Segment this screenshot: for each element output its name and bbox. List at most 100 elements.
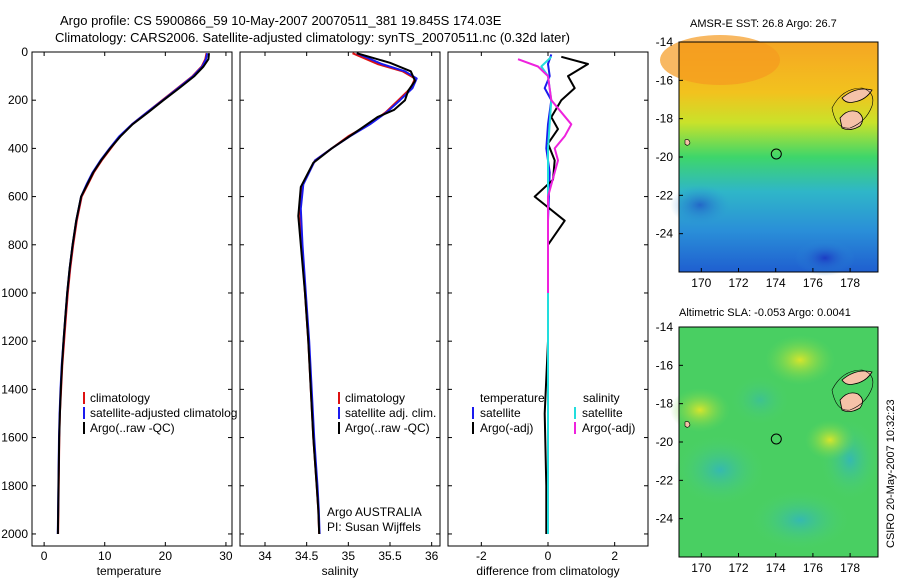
xtick-label-2-1: 0 bbox=[545, 549, 552, 563]
map-xtick-label-0-2: 174 bbox=[766, 276, 786, 290]
ytick-label-5: 1000 bbox=[1, 286, 28, 300]
series-line-2-2 bbox=[540, 56, 553, 534]
map-ytick-label-0-5: -24 bbox=[656, 227, 674, 241]
sal-legend-argo: Argo(..raw -QC) bbox=[345, 421, 430, 435]
ytick-label-2: 400 bbox=[8, 141, 28, 155]
map-ytick-label-1-4: -22 bbox=[656, 473, 674, 487]
ytick-label-8: 1600 bbox=[1, 431, 28, 445]
sla-argo-marker bbox=[770, 433, 782, 445]
sst-argo-marker bbox=[770, 148, 782, 160]
temperature-y-ticks: 0 200 400 600 800 1000 1200 1400 1600 1800 2000 bbox=[1, 45, 232, 541]
difference-y-ticks bbox=[448, 51, 648, 535]
xtick-label-1-1: 34.5 bbox=[295, 549, 319, 563]
ytick-label-9: 1800 bbox=[1, 479, 28, 493]
sst-cold-patch bbox=[795, 240, 855, 276]
map-ytick-label-0-1: -16 bbox=[656, 73, 674, 87]
sla-islands bbox=[684, 369, 874, 428]
diff-legend-temp-argo: Argo(-adj) bbox=[480, 421, 533, 435]
side-label: CSIRO 20-May-2007 10:32:23 bbox=[885, 399, 897, 548]
salinity-x-ticks: 34 34.5 35 35.5 36 bbox=[258, 52, 439, 563]
sla-map-ticks: 170 172 174 176 178 -14 -16 -18 -20 -22 -24 bbox=[656, 320, 861, 575]
xtick-label-1-4: 36 bbox=[425, 549, 439, 563]
sla-blob-2 bbox=[750, 490, 850, 550]
salinity-annotation-line2: PI: Susan Wijffels bbox=[327, 520, 421, 534]
sla-blob-1 bbox=[675, 435, 765, 505]
diff-legend-sal-argo: Argo(-adj) bbox=[582, 421, 635, 435]
ytick-label-7: 1400 bbox=[1, 382, 28, 396]
sal-legend-clim: climatology bbox=[345, 391, 405, 405]
ytick-label-0: 0 bbox=[21, 45, 28, 59]
ytick-label-10: 2000 bbox=[1, 527, 28, 541]
map-xtick-label-1-3: 176 bbox=[803, 561, 823, 575]
xtick-label-0-2: 20 bbox=[159, 549, 173, 563]
figure-title-line2: Climatology: CARS2006. Satellite-adjuste… bbox=[55, 30, 570, 45]
difference-x-ticks: -2 0 2 bbox=[476, 52, 618, 563]
map-xtick-label-1-1: 172 bbox=[728, 561, 748, 575]
temperature-panel: 0 200 400 600 800 1000 1200 1400 1600 1800 2000 0 1… bbox=[1, 45, 237, 578]
xtick-label-1-0: 34 bbox=[258, 549, 272, 563]
map-xtick-label-0-3: 176 bbox=[803, 276, 823, 290]
sst-warm-patch bbox=[660, 35, 780, 85]
temperature-series bbox=[56, 52, 210, 535]
map-ytick-label-0-2: -18 bbox=[656, 112, 674, 126]
difference-xlabel: difference from climatology bbox=[476, 564, 619, 578]
sla-reef-contour bbox=[831, 369, 874, 411]
map-xtick-label-1-0: 170 bbox=[691, 561, 711, 575]
ytick-label-4: 800 bbox=[8, 238, 28, 252]
sst-island-west bbox=[684, 139, 691, 146]
temp-legend-sat: satellite-adjusted climatolog bbox=[90, 406, 237, 420]
temperature-xlabel: temperature bbox=[97, 564, 162, 578]
salinity-panel: 34 34.5 35 35.5 36 salinity climatology sate… bbox=[239, 51, 441, 578]
difference-legend: temperature salinity satellite Argo(-adj… bbox=[472, 391, 635, 435]
sla-map-title: Altimetric SLA: -0.053 Argo: 0.0041 bbox=[679, 307, 851, 319]
difference-panel: -2 0 2 difference from climatology tempera… bbox=[447, 51, 649, 578]
map-xtick-label-0-4: 178 bbox=[840, 276, 860, 290]
temperature-x-ticks: 0 10 20 30 bbox=[41, 52, 233, 563]
sst-islands bbox=[684, 87, 874, 146]
diff-legend-temp-sat: satellite bbox=[480, 406, 521, 420]
sla-island-vanua-levu bbox=[841, 370, 873, 385]
ytick-label-1: 200 bbox=[8, 93, 28, 107]
salinity-xlabel: salinity bbox=[322, 564, 359, 578]
map-ytick-label-1-1: -16 bbox=[656, 358, 674, 372]
map-ytick-label-0-4: -22 bbox=[656, 188, 674, 202]
salinity-legend: climatology satellite adj. clim. Argo(..… bbox=[338, 391, 436, 435]
sst-map-panel: AMSR-E SST: 26.8 Argo: 26.7 170 172 174 176… bbox=[656, 18, 879, 290]
sal-legend-sat: satellite adj. clim. bbox=[345, 406, 436, 420]
ytick-label-3: 600 bbox=[8, 190, 28, 204]
difference-series bbox=[517, 54, 589, 534]
sst-reef-contour bbox=[831, 87, 874, 129]
sst-cold-patch-2 bbox=[670, 185, 730, 225]
xtick-label-1-2: 35 bbox=[342, 549, 356, 563]
xtick-label-0-0: 0 bbox=[41, 549, 48, 563]
sst-island-vanua-levu bbox=[841, 88, 873, 103]
ytick-label-6: 1200 bbox=[1, 334, 28, 348]
xtick-label-0-3: 30 bbox=[219, 549, 233, 563]
sla-yellow-1 bbox=[765, 335, 835, 385]
diff-legend-sal-header: salinity bbox=[583, 391, 620, 405]
map-xtick-label-1-4: 178 bbox=[840, 561, 860, 575]
salinity-annotation-line1: Argo AUSTRALIA bbox=[327, 505, 422, 519]
sla-yellow-2 bbox=[670, 388, 730, 432]
sla-map-panel: Altimetric SLA: -0.053 Argo: 0.0041 170 1… bbox=[656, 307, 880, 575]
sla-yellow-3 bbox=[805, 420, 855, 460]
map-ytick-label-1-0: -14 bbox=[656, 320, 674, 334]
map-xtick-label-0-1: 172 bbox=[728, 276, 748, 290]
map-xtick-label-1-2: 174 bbox=[766, 561, 786, 575]
xtick-label-1-3: 35.5 bbox=[378, 549, 402, 563]
sst-map-title: AMSR-E SST: 26.8 Argo: 26.7 bbox=[690, 18, 837, 30]
salinity-series bbox=[297, 52, 418, 535]
diff-legend-temp-header: temperature bbox=[480, 391, 545, 405]
temp-legend-clim: climatology bbox=[90, 391, 150, 405]
temperature-axes-box bbox=[31, 51, 233, 547]
series-line-1-2 bbox=[297, 52, 416, 535]
sla-blob-4 bbox=[730, 375, 790, 425]
map-xtick-label-0-0: 170 bbox=[691, 276, 711, 290]
map-ytick-label-1-2: -18 bbox=[656, 397, 674, 411]
sla-island-west bbox=[684, 421, 691, 428]
sst-map-ticks: 170 172 174 176 178 -14 -16 -18 -20 -22 -24 bbox=[656, 35, 861, 290]
salinity-axes-box bbox=[239, 51, 441, 547]
xtick-label-2-2: 2 bbox=[611, 549, 618, 563]
salinity-y-ticks bbox=[240, 51, 440, 535]
